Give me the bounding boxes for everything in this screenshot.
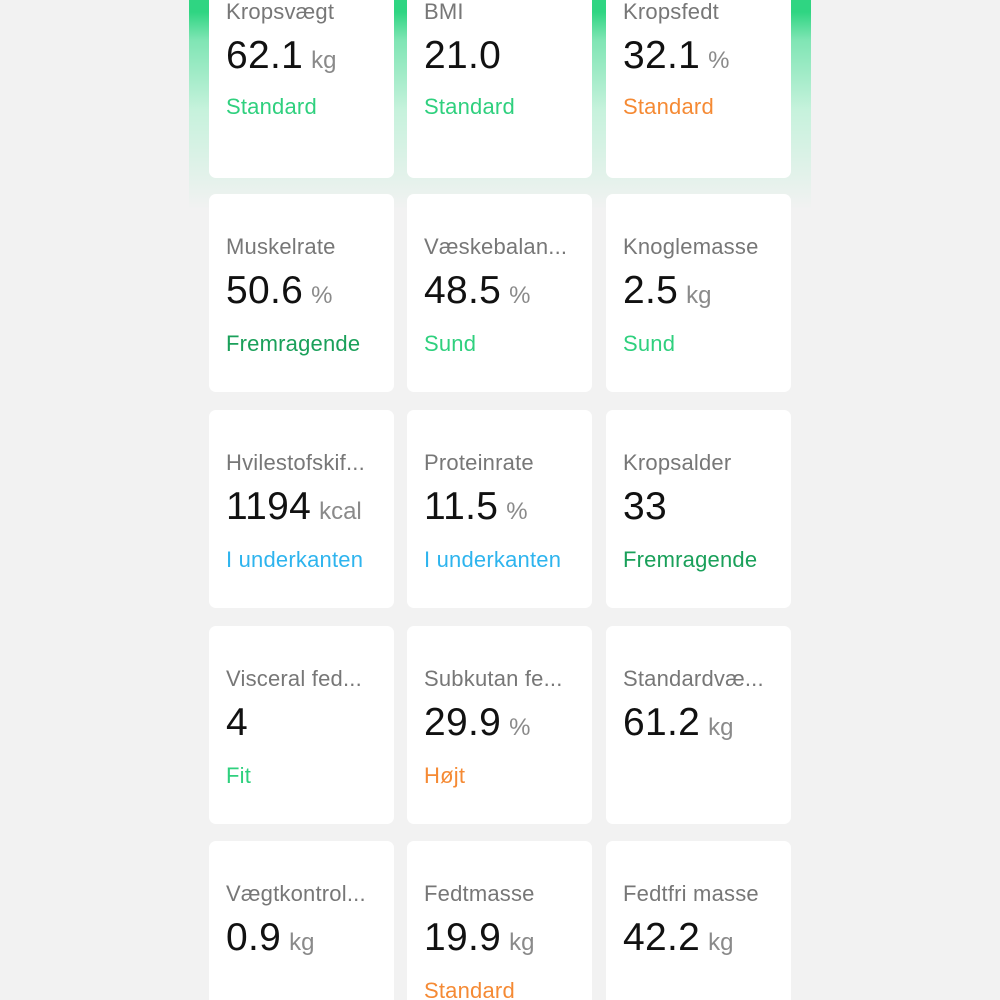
metric-name: Fedtmasse <box>424 881 535 906</box>
metric-value-row: 61.2 kg <box>623 701 733 745</box>
metric-status: Standard <box>623 94 714 119</box>
metric-card-vaeskebalance[interactable]: Væskebalan... 48.5% Sund <box>407 194 592 392</box>
metric-value-row: 29.9% <box>424 701 530 745</box>
metric-unit: % <box>509 282 531 309</box>
metric-value: 0.9 <box>226 916 282 959</box>
metric-value-row: 1194 kcal <box>226 485 362 529</box>
metric-card-kropsvaegt[interactable]: Kropsvægt 62.1 kg Standard <box>209 0 394 178</box>
metric-card-visceral-fedt[interactable]: Visceral fed... 4 Fit <box>209 626 394 824</box>
metric-card-kropsalder[interactable]: Kropsalder 33 Fremragende <box>606 410 791 608</box>
metric-value-row: 32.1% <box>623 34 729 78</box>
metric-value-row: 50.6% <box>226 269 332 313</box>
metric-value-row: 33 <box>623 485 667 529</box>
metric-card-kropsfedt[interactable]: Kropsfedt 32.1% Standard <box>606 0 791 178</box>
metric-value: 32.1 <box>623 34 701 77</box>
metric-unit: kg <box>509 929 535 956</box>
metric-name: Knoglemasse <box>623 234 759 259</box>
metric-value: 61.2 <box>623 701 701 744</box>
metric-value-row: 48.5% <box>424 269 530 313</box>
metric-value: 1194 <box>226 485 312 528</box>
metric-unit: % <box>506 498 528 525</box>
metric-unit: % <box>708 47 730 74</box>
metric-value-row: 21.0 <box>424 34 501 78</box>
metric-status: Sund <box>424 331 477 356</box>
metric-value-row: 19.9 kg <box>424 916 534 960</box>
metric-card-fedtmasse[interactable]: Fedtmasse 19.9 kg Standard <box>407 841 592 1000</box>
metric-name: Subkutan fe... <box>424 666 563 691</box>
metric-name: Visceral fed... <box>226 666 362 691</box>
metric-card-muskelrate[interactable]: Muskelrate 50.6% Fremragende <box>209 194 394 392</box>
metric-status: Fremragende <box>623 547 758 572</box>
metric-name: Væskebalan... <box>424 234 568 259</box>
metric-value-row: 42.2 kg <box>623 916 733 960</box>
metric-value: 42.2 <box>623 916 701 959</box>
metric-value-row: 0.9 kg <box>226 916 314 960</box>
metric-unit: kg <box>708 929 734 956</box>
metric-name: Fedtfri masse <box>623 881 759 906</box>
metric-card-standardvaegt[interactable]: Standardvæ... 61.2 kg <box>606 626 791 824</box>
metric-name: Vægtkontrol... <box>226 881 366 906</box>
metric-value: 62.1 <box>226 34 304 77</box>
metric-status: Standard <box>226 94 317 119</box>
metric-value: 21.0 <box>424 34 502 77</box>
metric-status: I underkanten <box>226 547 364 572</box>
metric-status: I underkanten <box>424 547 562 572</box>
metric-value-row: 62.1 kg <box>226 34 336 78</box>
metric-unit: kg <box>311 47 337 74</box>
metric-name: Proteinrate <box>424 450 534 475</box>
metric-value: 50.6 <box>226 269 304 312</box>
metric-unit: kg <box>289 929 315 956</box>
metric-status: Standard <box>424 978 515 1000</box>
metric-name: Kropsalder <box>623 450 732 475</box>
metric-value: 4 <box>226 701 248 744</box>
metric-value-row: 2.5 kg <box>623 269 711 313</box>
metric-card-bmi[interactable]: BMI 21.0 Standard <box>407 0 592 178</box>
metric-unit: % <box>311 282 333 309</box>
metric-unit: % <box>509 714 531 741</box>
metric-value: 2.5 <box>623 269 679 312</box>
metric-status: Standard <box>424 94 515 119</box>
metric-status: Fremragende <box>226 331 361 356</box>
metric-status: Fit <box>226 763 252 788</box>
metric-unit: kcal <box>319 498 362 525</box>
metric-card-proteinrate[interactable]: Proteinrate 11.5% I underkanten <box>407 410 592 608</box>
metric-value: 29.9 <box>424 701 502 744</box>
metric-value: 19.9 <box>424 916 502 959</box>
metric-value: 11.5 <box>424 485 499 528</box>
metric-unit: kg <box>686 282 712 309</box>
metric-status: Sund <box>623 331 676 356</box>
metric-name: Hvilestofskif... <box>226 450 365 475</box>
metric-card-knoglemasse[interactable]: Knoglemasse 2.5 kg Sund <box>606 194 791 392</box>
metric-value: 33 <box>623 485 667 528</box>
metric-unit: kg <box>708 714 734 741</box>
body-composition-screen: Kropsvægt 62.1 kg Standard BMI 21.0 Stand… <box>189 0 811 1000</box>
metric-name: BMI <box>424 0 464 24</box>
metric-status: Højt <box>424 763 466 788</box>
metric-name: Muskelrate <box>226 234 336 259</box>
metric-card-hvilestofskifte[interactable]: Hvilestofskif... 1194 kcal I underkanten <box>209 410 394 608</box>
metric-name: Standardvæ... <box>623 666 764 691</box>
metric-name: Kropsvægt <box>226 0 335 24</box>
metric-name: Kropsfedt <box>623 0 719 24</box>
metric-card-vaegtkontrol[interactable]: Vægtkontrol... 0.9 kg <box>209 841 394 1000</box>
metric-value-row: 11.5% <box>424 485 528 529</box>
metric-value-row: 4 <box>226 701 248 745</box>
metric-card-subkutan-fedt[interactable]: Subkutan fe... 29.9% Højt <box>407 626 592 824</box>
metric-card-fedtfri-masse[interactable]: Fedtfri masse 42.2 kg <box>606 841 791 1000</box>
metric-value: 48.5 <box>424 269 502 312</box>
